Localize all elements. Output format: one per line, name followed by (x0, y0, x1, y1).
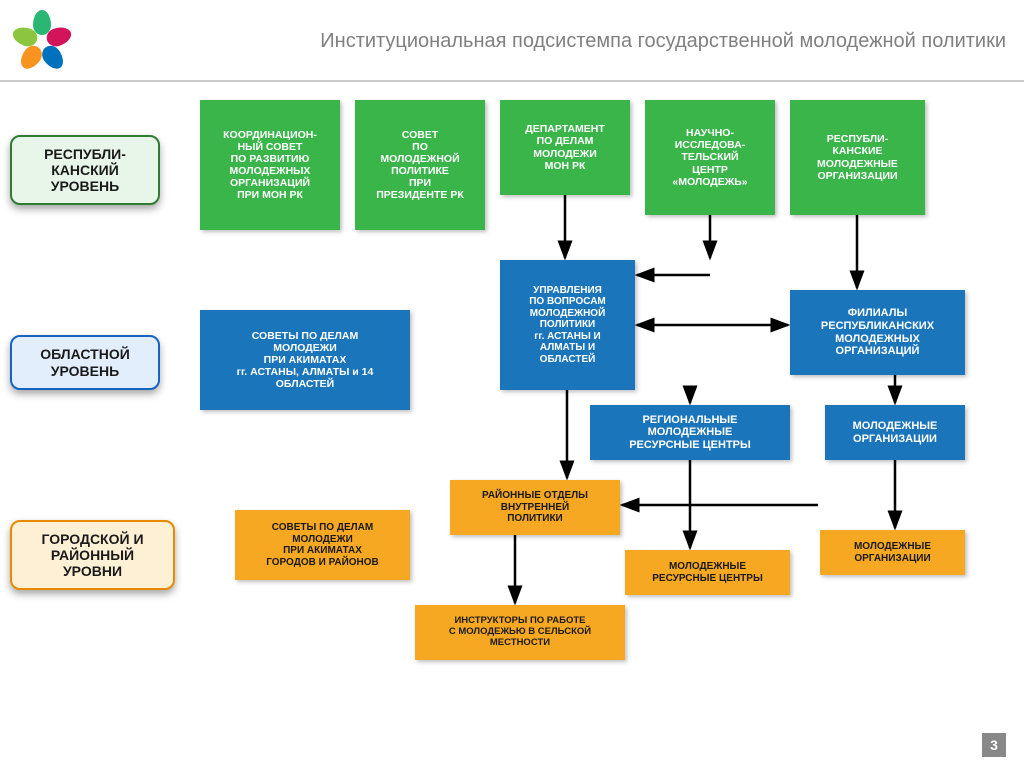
node-g4: НАУЧНО-ИССЛЕДОВА-ТЕЛЬСКИЙЦЕНТР«МОЛОДЕЖЬ» (645, 100, 775, 215)
header: Институциональная подсистемпа государств… (0, 0, 1024, 82)
page-number: 3 (982, 733, 1006, 757)
logo-icon (12, 10, 72, 70)
node-g3: ДЕПАРТАМЕНТПО ДЕЛАММОЛОДЕЖИМОН РК (500, 100, 630, 195)
node-o1: СОВЕТЫ ПО ДЕЛАММОЛОДЕЖИПРИ АКИМАТАХГОРОД… (235, 510, 410, 580)
node-o5: ИНСТРУКТОРЫ ПО РАБОТЕС МОЛОДЕЖЬЮ В СЕЛЬС… (415, 605, 625, 660)
node-g5: РЕСПУБЛИ-КАНСКИЕМОЛОДЕЖНЫЕОРГАНИЗАЦИИ (790, 100, 925, 215)
node-b5: МОЛОДЕЖНЫЕОРГАНИЗАЦИИ (825, 405, 965, 460)
node-o3: МОЛОДЕЖНЫЕРЕСУРСНЫЕ ЦЕНТРЫ (625, 550, 790, 595)
node-b4: РЕГИОНАЛЬНЫЕМОЛОДЕЖНЫЕРЕСУРСНЫЕ ЦЕНТРЫ (590, 405, 790, 460)
node-lvl1: РЕСПУБЛИ-КАНСКИЙУРОВЕНЬ (10, 135, 160, 205)
node-b1: СОВЕТЫ ПО ДЕЛАММОЛОДЕЖИПРИ АКИМАТАХгг. А… (200, 310, 410, 410)
node-o4: МОЛОДЕЖНЫЕОРГАНИЗАЦИИ (820, 530, 965, 575)
node-b3: ФИЛИАЛЫРЕСПУБЛИКАНСКИХМОЛОДЕЖНЫХОРГАНИЗА… (790, 290, 965, 375)
node-lvl3: ГОРОДСКОЙ ИРАЙОННЫЙУРОВНИ (10, 520, 175, 590)
node-g2: СОВЕТПОМОЛОДЕЖНОЙПОЛИТИКЕПРИПРЕЗИДЕНТЕ Р… (355, 100, 485, 230)
page-title: Институциональная подсистемпа государств… (320, 30, 1006, 53)
diagram-canvas: РЕСПУБЛИ-КАНСКИЙУРОВЕНЬ ОБЛАСТНОЙУРОВЕНЬ Г… (10, 100, 1014, 727)
node-g1: КООРДИНАЦИОН-НЫЙ СОВЕТПО РАЗВИТИЮМОЛОДЕЖ… (200, 100, 340, 230)
node-b2: УПРАВЛЕНИЯПО ВОПРОСАММОЛОДЕЖНОЙПОЛИТИКИг… (500, 260, 635, 390)
node-o2: РАЙОННЫЕ ОТДЕЛЫВНУТРЕННЕЙПОЛИТИКИ (450, 480, 620, 535)
node-lvl2: ОБЛАСТНОЙУРОВЕНЬ (10, 335, 160, 390)
